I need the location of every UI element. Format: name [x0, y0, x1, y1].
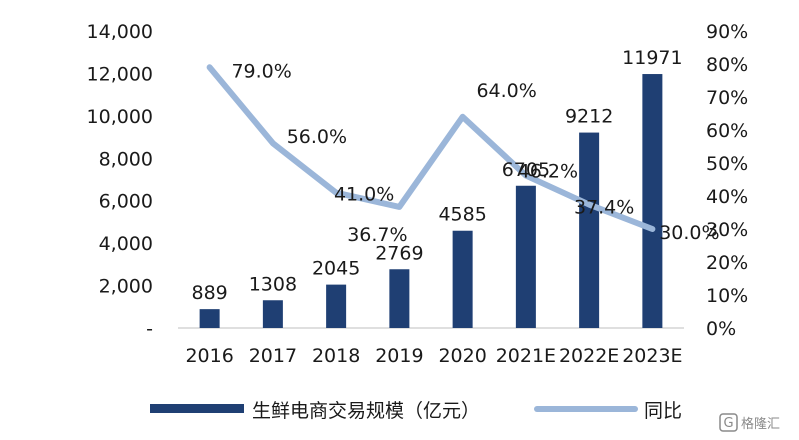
- bar: [262, 300, 283, 328]
- bar-value-label: 4585: [438, 204, 486, 226]
- legend-bar-swatch: [150, 404, 244, 413]
- legend: 生鲜电商交易规模（亿元） 同比: [150, 400, 682, 422]
- line-data-labels: 79.0% 56.0% 41.0% 36.7% 64.0% 46.2% 37.4% 30.0%: [231, 60, 719, 246]
- right-tick-label: 90%: [706, 21, 748, 43]
- bar-series: [199, 74, 663, 328]
- bar: [389, 269, 410, 328]
- bar-value-label: 889: [191, 282, 227, 304]
- line-series: [206, 64, 656, 232]
- line-value-label: 36.7%: [347, 224, 407, 246]
- right-tick-label: 60%: [706, 120, 748, 142]
- bar-value-label: 9212: [565, 106, 613, 128]
- right-tick-label: 0%: [706, 318, 736, 340]
- left-tick-label: 8,000: [99, 148, 153, 170]
- x-tick-label: 2023E: [622, 345, 682, 367]
- right-tick-label: 50%: [706, 153, 748, 175]
- x-tick-label: 2018: [312, 345, 360, 367]
- left-axis-ticks: - 2,000 4,000 6,000 8,000 10,000 12,000 14,000: [87, 21, 153, 340]
- x-tick-label: 2022E: [559, 345, 619, 367]
- right-tick-label: 40%: [706, 186, 748, 208]
- brand-logo-icon: G: [719, 413, 738, 432]
- bar-value-label: 6705: [502, 159, 550, 181]
- bar-data-labels: 889 1308 2045 2769 4585 6705 9212 11971: [191, 47, 682, 304]
- x-axis-ticks: 2016 2017 2018 2019 2020 2021E 2022E 2023E: [185, 345, 682, 367]
- right-axis-ticks: 0% 10% 20% 30% 40% 50% 60% 70% 80% 90%: [706, 21, 748, 340]
- line-value-label: 30.0%: [659, 222, 719, 244]
- left-tick-label: 4,000: [99, 233, 153, 255]
- line-value-label: 79.0%: [231, 60, 291, 82]
- bar-value-label: 1308: [249, 273, 297, 295]
- x-tick-label: 2020: [438, 345, 486, 367]
- x-tick-label: 2017: [249, 345, 297, 367]
- left-tick-label: 14,000: [87, 21, 153, 43]
- svg-text:G: G: [724, 416, 734, 431]
- right-tick-label: 10%: [706, 285, 748, 307]
- bar: [515, 185, 536, 328]
- line-value-label: 41.0%: [334, 184, 394, 206]
- left-tick-label: 6,000: [99, 191, 153, 213]
- line-value-label: 46.2%: [518, 161, 578, 183]
- legend-line-label: 同比: [644, 400, 682, 422]
- bar: [642, 74, 663, 328]
- growth-line: [206, 64, 656, 232]
- right-tick-label: 70%: [706, 87, 748, 109]
- watermark: G 格隆汇: [719, 413, 780, 432]
- line-value-label: 56.0%: [287, 126, 347, 148]
- left-tick-label: 10,000: [87, 106, 153, 128]
- right-tick-label: 20%: [706, 252, 748, 274]
- left-tick-label: -: [146, 318, 153, 340]
- legend-bar-label: 生鲜电商交易规模（亿元）: [252, 400, 480, 422]
- bar-value-label: 2769: [375, 242, 423, 264]
- x-tick-label: 2016: [185, 345, 233, 367]
- x-tick-label: 2021E: [496, 345, 556, 367]
- right-tick-label: 30%: [706, 219, 748, 241]
- bar: [579, 132, 600, 328]
- bar: [326, 284, 347, 328]
- bar-value-label: 11971: [622, 47, 682, 69]
- left-tick-label: 2,000: [99, 276, 153, 298]
- bar: [199, 309, 220, 328]
- x-tick-label: 2019: [375, 345, 423, 367]
- line-value-label: 37.4%: [574, 197, 634, 219]
- right-tick-label: 80%: [706, 54, 748, 76]
- line-value-label: 64.0%: [476, 80, 536, 102]
- left-tick-label: 12,000: [87, 63, 153, 85]
- watermark-text: 格隆汇: [741, 416, 780, 432]
- bar: [452, 230, 473, 328]
- bar-value-label: 2045: [312, 258, 360, 280]
